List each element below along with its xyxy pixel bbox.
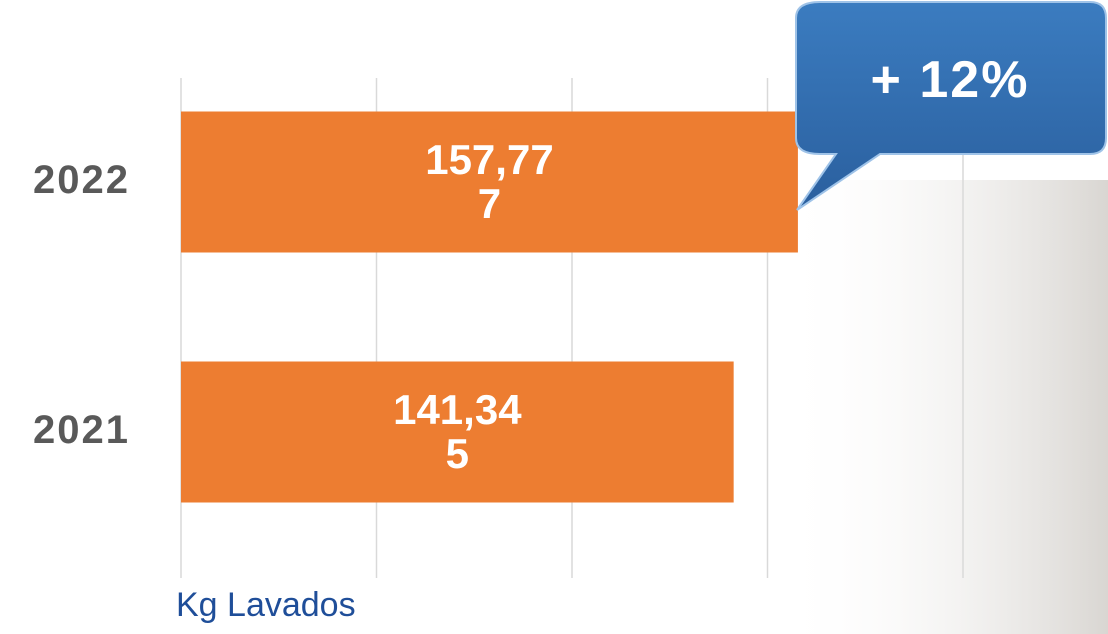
data-label: 141,345 xyxy=(393,386,522,477)
bar xyxy=(181,361,734,503)
annotation: + 12% xyxy=(870,51,1030,109)
series-label: Kg Lavados xyxy=(176,586,356,624)
bar xyxy=(181,111,798,253)
callout xyxy=(795,1,1107,211)
data-label: 157,777 xyxy=(425,136,554,227)
y-tick-label: 2022 xyxy=(33,158,130,202)
background-photo xyxy=(780,180,1108,634)
y-tick-label: 2021 xyxy=(33,408,130,452)
